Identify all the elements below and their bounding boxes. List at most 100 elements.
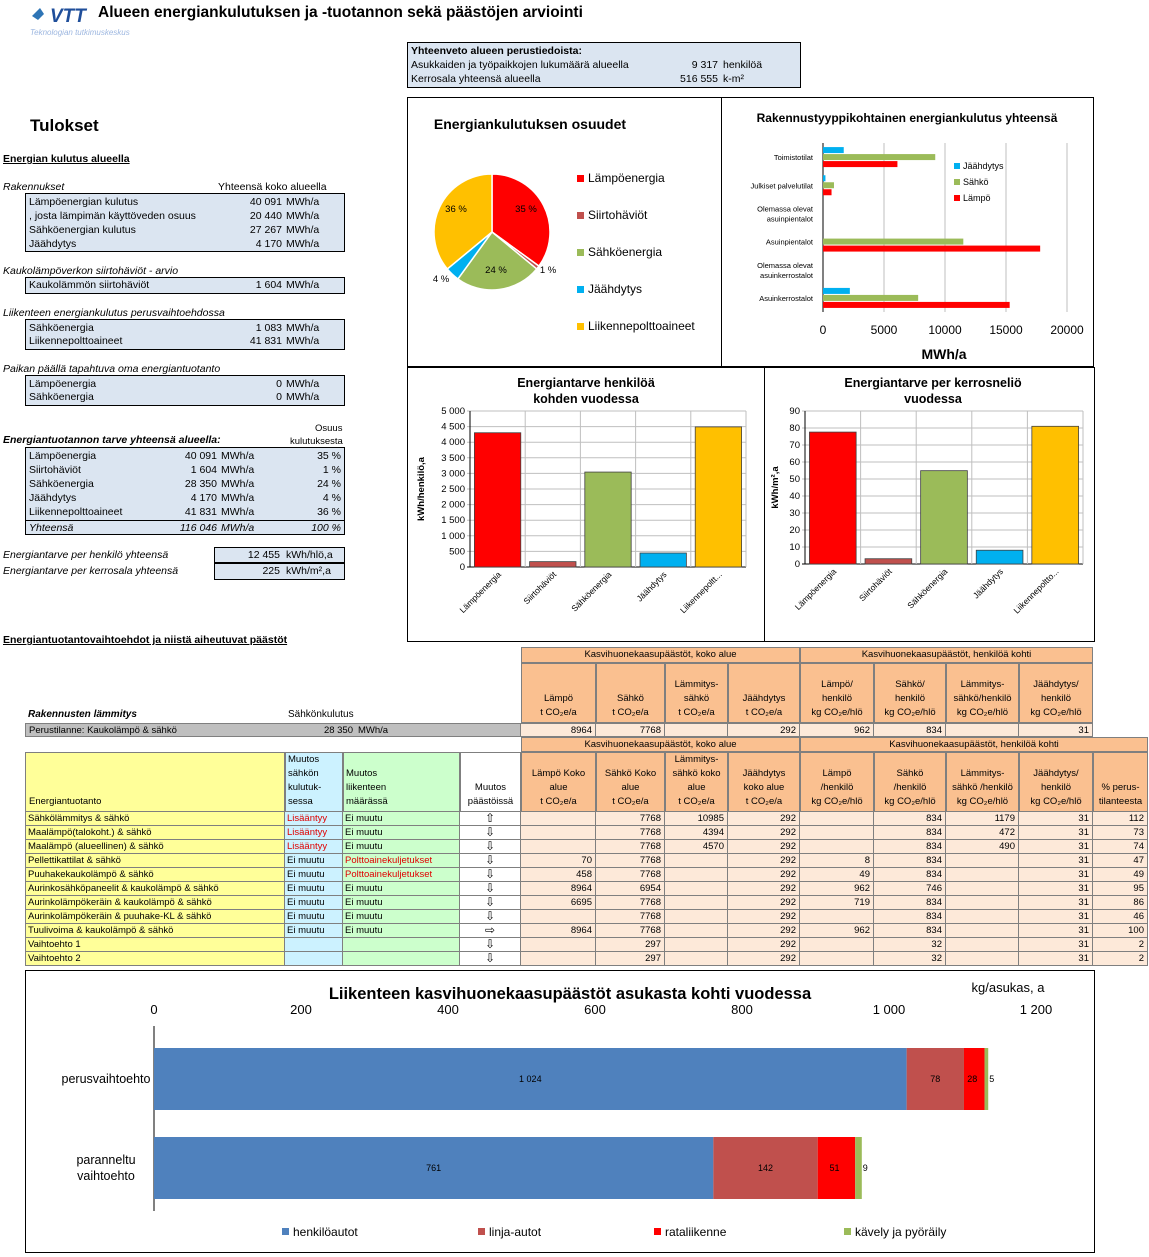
legend-label: henkilöautot [293, 1225, 358, 1239]
alternative-cell [665, 868, 728, 882]
alternative-cell: 47 [1093, 854, 1148, 868]
rakennukset-col-header: Yhteensä koko alueella [218, 181, 327, 193]
x-tick-label: Lämpöenergia [458, 569, 504, 615]
alternative-cell: 8 [800, 854, 874, 868]
alternative-cell [800, 910, 874, 924]
header-column: Sähkö Koko alue t CO₂e/a [596, 752, 665, 812]
kaukolampo-box: Kaukolämmön siirtohäviöt 1 604 MWh/a [25, 277, 345, 294]
bar-segment [154, 1137, 714, 1199]
rakennukset-box: Lämpöenergian kulutus 40 091 MWh/a , josta… [25, 193, 345, 252]
row-unit: MWh/a [221, 506, 255, 518]
y-tick-label: perusvaihtoehto [62, 1072, 151, 1086]
chart-title: Energiantarve per kerrosneliö vuodessa [844, 376, 1022, 406]
muutos-liikenne-value: Polttoainekuljetukset [343, 854, 460, 868]
page-title: Alueen energiankulutuksen ja -tuotannon … [98, 4, 583, 21]
row-value: 0 [276, 391, 282, 403]
pie-data-label: 4 % [433, 274, 450, 285]
header-column: Lämpö/ henkilö kg CO₂e/hlö [800, 663, 874, 723]
row-share: 35 % [317, 450, 341, 462]
summary-title: Yhteenveto alueen perustiedoista: [411, 45, 582, 57]
x-tick-label: 5000 [871, 323, 898, 337]
bar [823, 161, 898, 168]
x-tick-label: Siirtohäviöt [521, 569, 558, 606]
per-henkilo-label: Energiantarve per henkilö yhteensä [3, 549, 169, 561]
muutos-sahko-value [285, 952, 343, 966]
results-heading: Tulokset [30, 116, 99, 135]
bar-segment [984, 1048, 989, 1110]
alternative-cell: 292 [728, 868, 800, 882]
alternative-cell: 834 [874, 896, 946, 910]
x-tick-label: Jäähdytys [634, 569, 668, 603]
row-label: Liikennepolttoaineet [29, 506, 123, 518]
bar [823, 175, 826, 182]
row-unit: MWh/a [221, 478, 255, 490]
alternative-cell: 834 [874, 868, 946, 882]
y-tick-label: 60 [789, 457, 800, 468]
y-tick-label: Asuinpientalot [766, 238, 814, 247]
bar-segment [906, 1048, 964, 1110]
header-column: Sähkö t CO₂e/a [596, 663, 665, 723]
transport-emissions-chart: Liikenteen kasvihuonekaasupäästöt asukas… [62, 980, 1053, 1239]
baseline-cell: 962 [800, 723, 874, 737]
change-arrow-icon: ⇩ [460, 910, 521, 924]
muutos-liikenne-value [343, 952, 460, 966]
header-muutos-liikenne: Muutos liikenteen määrässä [343, 752, 460, 812]
alternative-cell: 4394 [665, 826, 728, 840]
row-unit: MWh/a [286, 279, 320, 291]
bar-segment [855, 1137, 862, 1199]
muutos-liikenne-value: Polttoainekuljetukset [343, 868, 460, 882]
alternative-name: Aurinkolämpökeräin & kaukolämpö & sähkö [25, 896, 285, 910]
pie-slice [433, 173, 493, 271]
per-person-chart-panel: Energiantarve henkilöä kohden vuodessa 0 50… [407, 367, 766, 642]
alternative-cell: 6695 [521, 896, 596, 910]
alternative-name: Maalämpö (alueellinen) & sähkö [25, 840, 285, 854]
x-tick-label: Jäähdytys [971, 566, 1005, 600]
x-tick-label: Lämpöenergia [793, 566, 839, 612]
header-column: Lämpö Koko alue t CO₂e/a [521, 752, 596, 812]
bar [584, 471, 632, 568]
pie-slice [491, 173, 551, 268]
per-kerrosala-value: 225 [262, 565, 280, 577]
alternative-cell: 95 [1093, 882, 1148, 896]
alternative-cell: 8964 [521, 882, 596, 896]
alternative-cell: 292 [728, 910, 800, 924]
bar [975, 549, 1024, 565]
bar [920, 470, 968, 565]
alternative-cell [521, 938, 596, 952]
vtt-logo-icon: VTT [32, 6, 87, 27]
y-axis-label: kWh/m²,a [770, 466, 781, 509]
muutos-sahko-value [285, 938, 343, 952]
y-tick-label: 70 [789, 440, 800, 451]
row-value: 40 091 [249, 196, 282, 208]
alternative-cell: 292 [728, 812, 800, 826]
alternative-cell: 834 [874, 840, 946, 854]
y-tick-label: 4 500 [441, 422, 465, 433]
row-share: 36 % [317, 506, 341, 518]
row-label: Liikennepolttoaineet [29, 335, 123, 347]
row-unit: MWh/a [286, 391, 320, 403]
alternative-cell [521, 840, 596, 854]
alternative-cell [800, 938, 874, 952]
alternative-cell [946, 854, 1019, 868]
row-unit: MWh/a [221, 450, 255, 462]
muutos-sahko-value: Ei muutu [285, 896, 343, 910]
change-arrow-icon: ⇨ [460, 924, 521, 938]
row-unit: MWh/a [221, 464, 255, 476]
row-unit: MWh/a [286, 378, 320, 390]
row-label: Sähköenergia [29, 322, 94, 334]
baseline-cell: 8964 [521, 723, 596, 737]
legend-label: Liikennepolttoaineet [588, 319, 695, 333]
per-kerrosala-label: Energiantarve per kerrosala yhteensä [3, 565, 179, 577]
baseline-row-label: Perustilanne: Kaukolämpö & sähkö 28 350 MW… [25, 723, 521, 737]
header-column: Lämmitys- sähkö /henkilö kg CO₂e/hlö [946, 752, 1019, 812]
row-unit: MWh/a [286, 322, 320, 334]
summary-label: Asukkaiden ja työpaikkojen lukumäärä alu… [411, 59, 629, 71]
tarve-box: Lämpöenergia 40 091 MWh/a 35 % Siirtohäviöt… [25, 447, 345, 535]
legend-swatch [577, 212, 584, 219]
baseline-cell: 834 [874, 723, 946, 737]
chart-title: Liikenteen kasvihuonekaasupäästöt asukas… [329, 985, 812, 1003]
alternative-cell: 1179 [946, 812, 1019, 826]
x-tick-label: Sähköenergia [905, 566, 949, 610]
alternatives-table: Kasvihuonekaasupäästöt, koko alue Kasvihu… [0, 647, 1149, 967]
alternative-cell [665, 882, 728, 896]
